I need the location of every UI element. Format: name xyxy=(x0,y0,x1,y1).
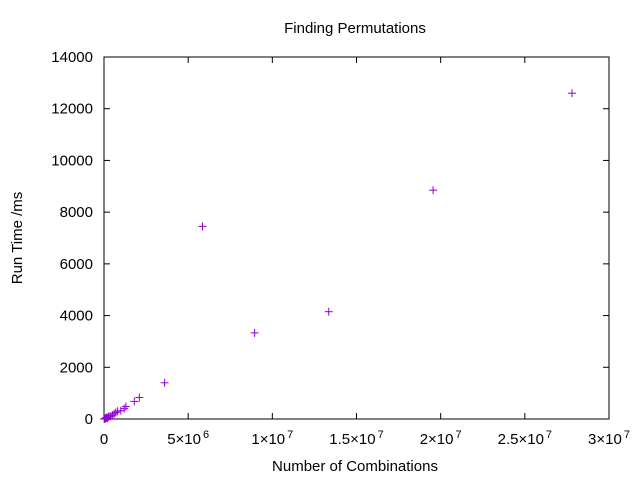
x-tick-exponent: 7 xyxy=(546,429,552,441)
data-point xyxy=(111,408,120,417)
x-tick-label: 1.5×10 7 xyxy=(329,429,383,448)
x-tick-mantissa: 3×10 xyxy=(588,431,622,448)
x-tick-exponent: 7 xyxy=(378,429,384,441)
data-point xyxy=(113,407,122,416)
data-point xyxy=(567,89,576,98)
y-tick-label: 4000 xyxy=(60,308,93,325)
x-tick-label: 2.5×10 7 xyxy=(498,429,552,448)
x-tick-exponent: 7 xyxy=(287,429,293,441)
data-point xyxy=(429,186,438,195)
data-point xyxy=(120,404,129,413)
x-tick-label: 3×10 7 xyxy=(588,429,630,448)
y-tick-label: 12000 xyxy=(51,101,93,118)
x-tick-label: 5×10 6 xyxy=(167,429,209,448)
data-point xyxy=(135,393,144,402)
y-axis: 0 2000 4000 6000 8000 10000 12000 14000 xyxy=(51,49,609,428)
data-point xyxy=(103,414,112,423)
y-tick-label: 14000 xyxy=(51,49,93,66)
data-point xyxy=(116,406,125,415)
data-points xyxy=(100,89,576,423)
x-tick-mantissa: 0 xyxy=(100,431,108,448)
x-tick-exponent: 6 xyxy=(203,429,209,441)
data-point xyxy=(160,378,169,387)
x-tick-label: 2×10 7 xyxy=(420,429,462,448)
x-tick-mantissa: 1×10 xyxy=(251,431,285,448)
x-tick-exponent: 7 xyxy=(624,429,630,441)
y-tick-label: 0 xyxy=(85,411,93,428)
x-tick-mantissa: 2×10 xyxy=(420,431,454,448)
y-tick-label: 10000 xyxy=(51,152,93,169)
data-point xyxy=(198,222,207,231)
x-axis: 0 5×10 6 1×10 7 1.5×10 7 2×10 7 2.5×10 7 3×10 7 xyxy=(100,57,630,448)
x-tick-mantissa: 5×10 xyxy=(167,431,201,448)
x-tick-mantissa: 2.5×10 xyxy=(498,431,544,448)
data-point xyxy=(250,328,259,337)
y-axis-label: Run Time /ms xyxy=(9,192,26,285)
x-tick-mantissa: 1.5×10 xyxy=(329,431,375,448)
x-tick-label: 0 xyxy=(100,431,108,448)
data-point xyxy=(130,397,139,406)
y-tick-label: 8000 xyxy=(60,204,93,221)
x-tick-exponent: 7 xyxy=(456,429,462,441)
y-tick-label: 6000 xyxy=(60,256,93,273)
x-tick-label: 1×10 7 xyxy=(251,429,293,448)
chart-title: Finding Permutations xyxy=(284,20,426,37)
x-axis-label: Number of Combinations xyxy=(272,458,438,475)
data-point xyxy=(324,307,333,316)
y-tick-label: 2000 xyxy=(60,359,93,376)
plot-frame xyxy=(103,56,610,420)
data-point xyxy=(121,402,130,411)
